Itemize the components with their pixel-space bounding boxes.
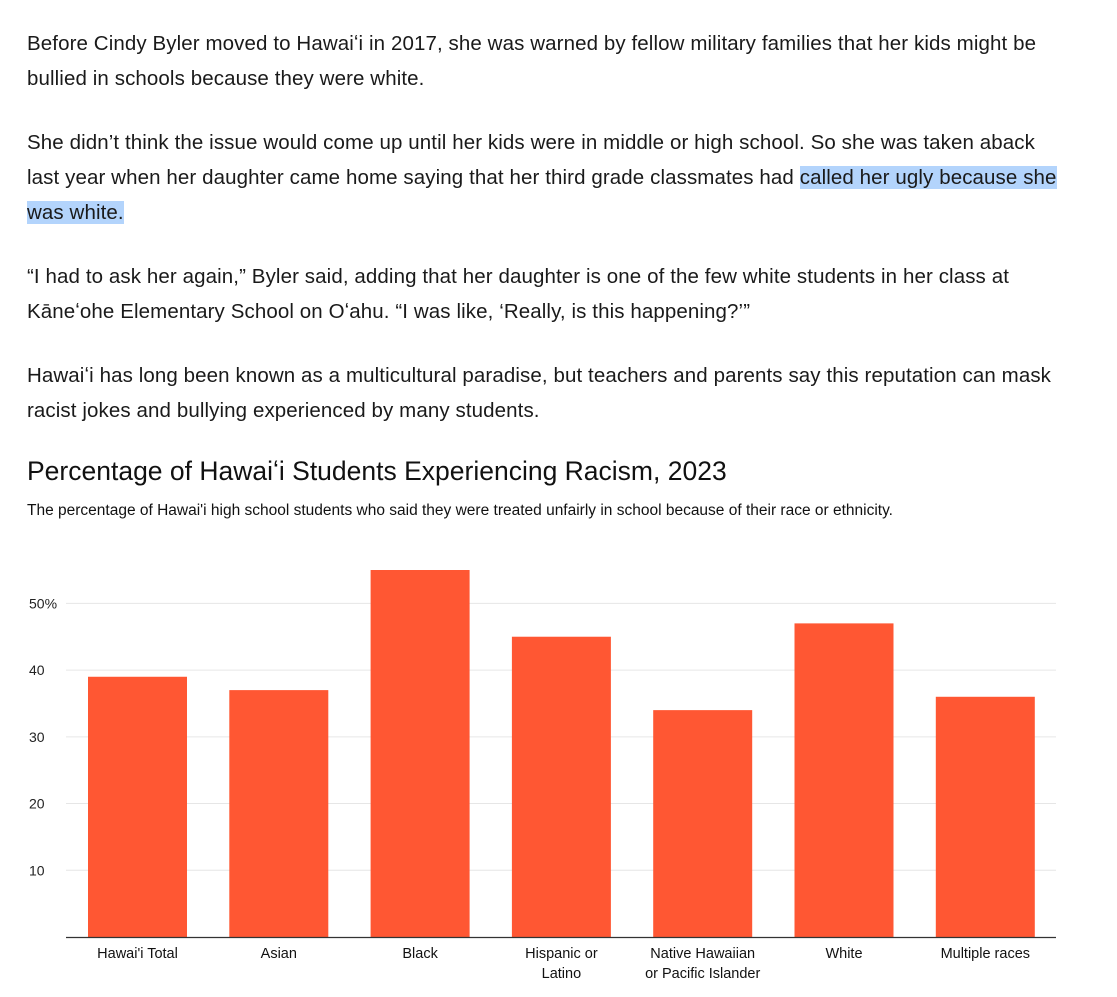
x-tick-label: Native Hawaiian <box>650 946 755 962</box>
bar[interactable] <box>935 696 1035 937</box>
x-tick-label: Asian <box>261 946 297 962</box>
x-tick-label: Hispanic or <box>525 946 598 962</box>
chart-bars <box>88 570 1035 937</box>
article-paragraph-1: Before Cindy Byler moved to Hawaiʻi in 2… <box>27 32 1037 90</box>
x-tick-label: Multiple races <box>941 946 1030 962</box>
bar[interactable] <box>794 623 894 937</box>
paragraph-text: She didn’t think the issue would come up… <box>27 131 1035 189</box>
article-paragraph-4: Hawaiʻi has long been known as a multicu… <box>27 364 1052 422</box>
bar[interactable] <box>88 676 187 937</box>
bar[interactable] <box>511 636 611 937</box>
y-tick-label: 30 <box>29 729 45 745</box>
y-tick-label: 10 <box>29 862 45 878</box>
y-tick-label: 20 <box>29 796 45 812</box>
chart-labels: 10 20 30 40 50% Hawai'i Total Asian Black Hispan… <box>29 595 1030 982</box>
article-body: Before Cindy Byler moved to Hawaiʻi in 2… <box>27 26 1067 457</box>
y-tick-label: 40 <box>29 662 45 678</box>
vertical-scrollbar[interactable] <box>1102 0 1117 997</box>
x-tick-label: Hawai'i Total <box>97 946 178 962</box>
chart-title: Percentage of Hawaiʻi Students Experienc… <box>27 456 727 486</box>
y-tick-label: 50% <box>29 595 57 611</box>
article-paragraph-2: She didn’t think the issue would come up… <box>27 125 1067 230</box>
x-tick-label: or Pacific Islander <box>645 966 760 982</box>
x-tick-label: White <box>825 946 862 962</box>
chart-subtitle: The percentage of Hawai'i high school st… <box>27 502 893 519</box>
x-tick-label: Black <box>402 946 438 962</box>
article-paragraph-3: “I had to ask her again,” Byler said, ad… <box>27 265 1009 323</box>
bar[interactable] <box>370 570 470 937</box>
bar[interactable] <box>653 710 753 937</box>
bar[interactable] <box>229 690 329 937</box>
x-tick-label: Latino <box>542 966 582 982</box>
